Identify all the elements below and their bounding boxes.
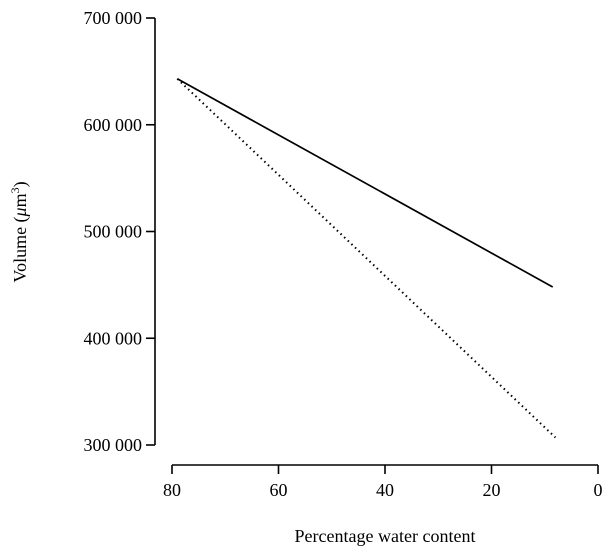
- y-tick-label: 500 000: [84, 222, 143, 242]
- y-axis-label-suffix: ): [10, 181, 31, 187]
- y-tick-label: 600 000: [84, 115, 143, 135]
- x-axis-label: Percentage water content: [295, 526, 476, 546]
- y-axis-label: Volume (μm3): [8, 181, 31, 282]
- series-lines: [176, 78, 557, 439]
- series-line-solid: [176, 78, 554, 288]
- x-ticks: 80 60 40 20 0: [163, 465, 603, 500]
- y-tick-label: 300 000: [84, 435, 143, 455]
- y-ticks: 300 000 400 000 500 000 600 000 700 000: [84, 8, 155, 455]
- x-tick-label: 40: [376, 480, 394, 500]
- y-tick-label: 400 000: [84, 328, 143, 348]
- axes: [154, 18, 598, 466]
- x-tick-label: 20: [483, 480, 501, 500]
- y-tick-label: 700 000: [84, 8, 143, 28]
- x-tick-label: 60: [270, 480, 288, 500]
- y-axis-label-exponent: 3: [8, 187, 22, 193]
- y-axis-label-unit: m: [10, 193, 30, 207]
- x-tick-label: 0: [594, 480, 603, 500]
- x-tick-label: 80: [163, 480, 181, 500]
- y-axis-label-mu: μ: [10, 207, 30, 217]
- series-line-dotted: [176, 78, 557, 439]
- y-axis-label-prefix: Volume (: [10, 216, 31, 282]
